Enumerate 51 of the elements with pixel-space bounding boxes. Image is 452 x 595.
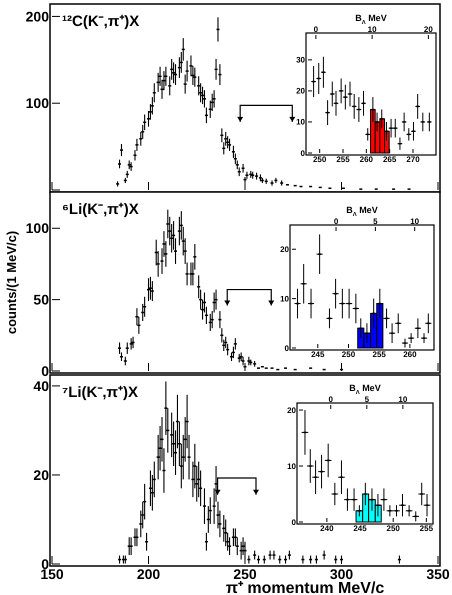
y-tick-label: 50 [33,292,50,308]
x-tick-label: 260 [403,350,418,359]
y-tick-label: 10 [287,462,297,471]
y-tick-label: 0 [284,344,290,353]
x-tick-label: 250 [386,524,400,533]
x-tick-label: 250 [342,350,356,359]
x2-tick-label: 20 [424,25,434,34]
y-tick-label: 200 [26,8,50,24]
y-tick-label: 100 [26,95,50,112]
x2-tick-label: 5 [373,217,378,226]
y-tick-label: 10 [280,294,290,304]
y-tick-label: 0 [292,518,297,527]
x2-axis-title: B$_{Λ}$ MeV [355,13,387,26]
x2-tick-label: 0 [334,217,339,226]
x-tick-label: 265 [382,155,397,164]
x-tick-label: 250 [312,155,327,164]
x2-tick-label: 5 [364,395,370,404]
y-tick-label: 0 [41,362,50,379]
x2-tick-label: 10 [410,217,420,226]
x2-tick-label: 10 [368,25,378,34]
x-tick-label: 270 [406,155,420,164]
x-tick-label: 245 [311,350,326,359]
y-axis-title: counts/(1 MeV/c) [4,230,19,334]
y-tick-label: 30 [296,56,306,65]
text: ⁶Li(K⁻,π⁺)X [62,201,139,218]
x-tick-label: 255 [336,155,350,164]
x-tick-label: 200 [136,566,160,582]
y-tick-label: 20 [287,406,297,415]
x2-tick-label: 0 [328,395,334,404]
x-tick-label: 260 [360,155,374,164]
x2-axis-title: B$_{Λ}$ MeV [349,383,381,396]
x-axis-title: π⁺ momentum MeV/c [226,580,384,595]
y-tick-label: 20 [280,245,290,254]
y-tick-label: 20 [296,86,306,96]
text: ⁷Li(K⁻,π⁺)X [62,384,138,401]
y-tick-label: 0 [300,148,306,158]
y-tick-label: 100 [26,220,50,236]
text: ¹²C(K⁻,π⁺)X [62,13,140,30]
y-tick-label: 40 [33,378,50,394]
y-tick-label: 20 [33,466,50,483]
x2-tick-label: 0 [314,25,319,34]
x-tick-label: 255 [420,524,434,533]
x-tick-label: 350 [426,566,450,582]
x-tick-label: 300 [330,566,354,582]
x-tick-label: 245 [353,524,368,533]
x2-axis-title: B$_{Λ}$ MeV [346,205,378,218]
y-tick-label: 10 [296,118,306,127]
x-tick-label: 250 [233,566,257,582]
x2-tick-label: 10 [398,395,408,404]
x-tick-label: 240 [320,524,334,533]
x-tick-label: 255 [372,350,386,359]
